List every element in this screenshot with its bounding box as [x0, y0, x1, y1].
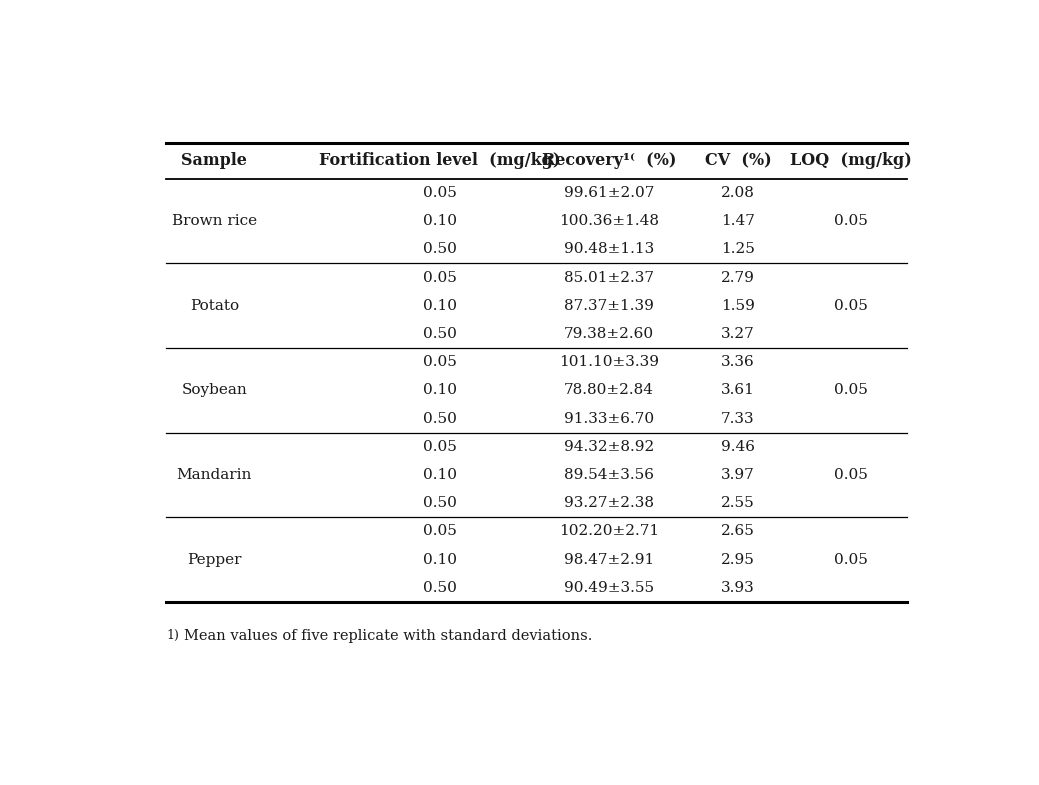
Text: 1.59: 1.59	[721, 299, 754, 312]
Text: 9.46: 9.46	[721, 440, 754, 454]
Text: Fortification level  (mg/kg): Fortification level (mg/kg)	[319, 152, 561, 170]
Text: Recovery¹⁽  (%): Recovery¹⁽ (%)	[541, 152, 676, 170]
Text: 3.97: 3.97	[721, 468, 754, 482]
Text: 0.50: 0.50	[423, 581, 457, 595]
Text: Pepper: Pepper	[187, 553, 242, 567]
Text: 3.36: 3.36	[721, 355, 754, 369]
Text: 0.50: 0.50	[423, 243, 457, 257]
Text: 0.50: 0.50	[423, 327, 457, 341]
Text: 93.27±2.38: 93.27±2.38	[564, 496, 654, 510]
Text: 100.36±1.48: 100.36±1.48	[559, 214, 659, 228]
Text: Sample: Sample	[182, 152, 247, 170]
Text: 90.49±3.55: 90.49±3.55	[564, 581, 654, 595]
Text: LOQ  (mg/kg): LOQ (mg/kg)	[790, 152, 911, 170]
Text: Mean values of five replicate with standard deviations.: Mean values of five replicate with stand…	[184, 629, 592, 643]
Text: 94.32±8.92: 94.32±8.92	[564, 440, 655, 454]
Text: 0.05: 0.05	[833, 468, 868, 482]
Text: 3.27: 3.27	[721, 327, 754, 341]
Text: 0.50: 0.50	[423, 411, 457, 425]
Text: 2.08: 2.08	[721, 186, 754, 200]
Text: 0.05: 0.05	[833, 553, 868, 567]
Text: 89.54±3.56: 89.54±3.56	[564, 468, 654, 482]
Text: 0.05: 0.05	[423, 524, 457, 539]
Text: 0.05: 0.05	[423, 271, 457, 284]
Text: Potato: Potato	[190, 299, 239, 312]
Text: 0.05: 0.05	[833, 383, 868, 397]
Text: 91.33±6.70: 91.33±6.70	[564, 411, 654, 425]
Text: 0.05: 0.05	[423, 440, 457, 454]
Text: 102.20±2.71: 102.20±2.71	[559, 524, 659, 539]
Text: Brown rice: Brown rice	[171, 214, 257, 228]
Text: 2.55: 2.55	[721, 496, 754, 510]
Text: 0.10: 0.10	[423, 553, 457, 567]
Text: 0.10: 0.10	[423, 468, 457, 482]
Text: 2.65: 2.65	[721, 524, 754, 539]
Text: 101.10±3.39: 101.10±3.39	[559, 355, 659, 369]
Text: 87.37±1.39: 87.37±1.39	[564, 299, 654, 312]
Text: 99.61±2.07: 99.61±2.07	[564, 186, 655, 200]
Text: 0.05: 0.05	[833, 214, 868, 228]
Text: 79.38±2.60: 79.38±2.60	[564, 327, 654, 341]
Text: CV  (%): CV (%)	[704, 152, 771, 170]
Text: 0.50: 0.50	[423, 496, 457, 510]
Text: 0.05: 0.05	[833, 299, 868, 312]
Text: Soybean: Soybean	[182, 383, 247, 397]
Text: 0.10: 0.10	[423, 299, 457, 312]
Text: 0.05: 0.05	[423, 186, 457, 200]
Text: 1.47: 1.47	[721, 214, 754, 228]
Text: 7.33: 7.33	[721, 411, 754, 425]
Text: 1): 1)	[166, 629, 179, 642]
Text: 0.05: 0.05	[423, 355, 457, 369]
Text: 78.80±2.84: 78.80±2.84	[564, 383, 654, 397]
Text: 2.95: 2.95	[721, 553, 754, 567]
Text: 85.01±2.37: 85.01±2.37	[564, 271, 654, 284]
Text: 2.79: 2.79	[721, 271, 754, 284]
Text: 90.48±1.13: 90.48±1.13	[564, 243, 655, 257]
Text: 0.10: 0.10	[423, 383, 457, 397]
Text: 0.10: 0.10	[423, 214, 457, 228]
Text: Mandarin: Mandarin	[177, 468, 252, 482]
Text: 98.47±2.91: 98.47±2.91	[564, 553, 655, 567]
Text: 3.61: 3.61	[721, 383, 754, 397]
Text: 1.25: 1.25	[721, 243, 754, 257]
Text: 3.93: 3.93	[721, 581, 754, 595]
